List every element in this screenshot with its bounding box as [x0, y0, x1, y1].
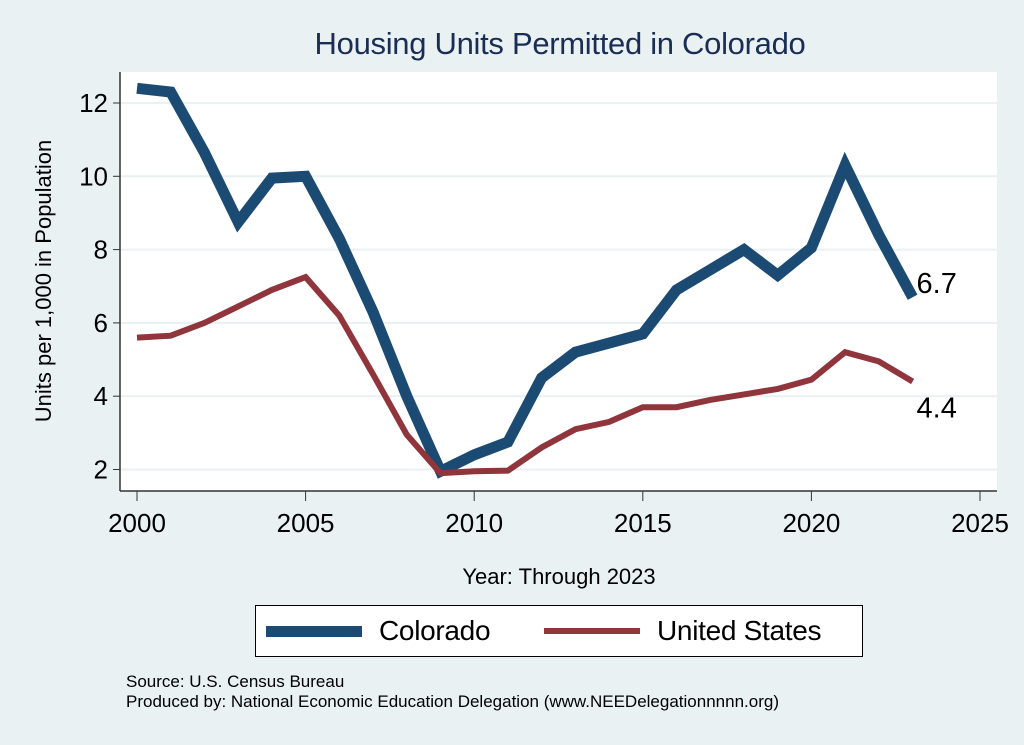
legend-label-united-states: United States — [657, 615, 822, 646]
x-tick-label: 2025 — [951, 508, 1009, 538]
y-axis-label: Units per 1,000 in Population — [31, 139, 56, 423]
producer-line: Produced by: National Economic Education… — [126, 692, 779, 711]
legend-label-colorado: Colorado — [379, 615, 491, 646]
plot-area — [120, 72, 997, 491]
end-label-united-states: 4.4 — [917, 393, 957, 425]
y-tick-label: 4 — [94, 381, 108, 411]
legend-item-colorado: Colorado — [266, 606, 491, 656]
y-tick-label: 12 — [79, 88, 108, 118]
x-tick-label: 2010 — [445, 508, 503, 538]
y-tick-label: 6 — [94, 308, 108, 338]
x-tick-label: 2020 — [782, 508, 840, 538]
x-tick-label: 2005 — [277, 508, 335, 538]
end-label-colorado: 6.7 — [917, 268, 957, 300]
y-tick-label: 2 — [94, 455, 108, 485]
chart-title: Housing Units Permitted in Colorado — [314, 26, 806, 61]
source-line: Source: U.S. Census Bureau — [126, 672, 345, 691]
legend-swatch-united-states — [544, 628, 640, 634]
x-tick-label: 2015 — [614, 508, 672, 538]
legend-item-united-states: United States — [544, 606, 822, 656]
legend-swatch-colorado — [266, 625, 362, 637]
y-tick-label: 10 — [79, 161, 108, 191]
y-tick-label: 8 — [94, 235, 108, 265]
legend: Colorado United States — [255, 605, 863, 657]
series-line-united-states — [136, 273, 915, 477]
series-line-colorado — [136, 82, 918, 479]
x-tick-label: 2000 — [108, 508, 166, 538]
source-note: Source: U.S. Census Bureau Produced by: … — [126, 672, 779, 712]
x-axis-label: Year: Through 2023 — [462, 564, 656, 589]
